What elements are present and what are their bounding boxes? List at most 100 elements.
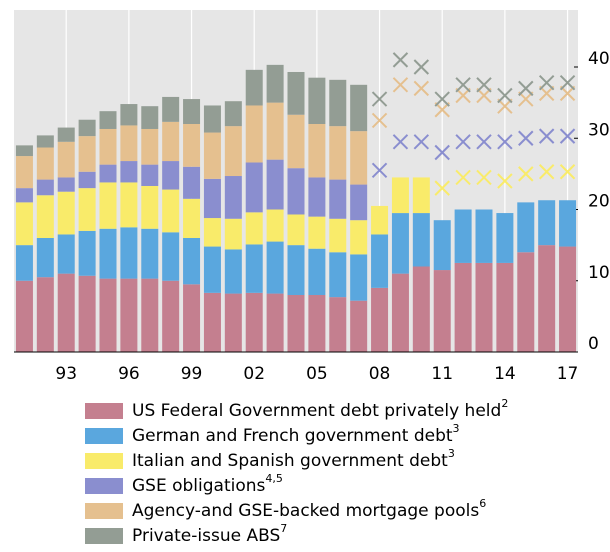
legend-name: Private-issue ABS (132, 526, 280, 546)
bar-segment (15, 156, 33, 189)
cross-marker (497, 87, 513, 104)
legend-name: Italian and Spanish government debt (132, 451, 448, 471)
bar-segment (15, 188, 33, 203)
legend-swatch (85, 403, 123, 419)
legend-label: Private-issue ABS7 (132, 522, 287, 546)
y-tick-label: 10 (588, 263, 610, 283)
bar-segment (350, 300, 368, 352)
cross-marker (538, 164, 555, 180)
bar-segment (350, 131, 368, 185)
bar-segment (203, 292, 221, 352)
x-tick-label: 02 (243, 364, 265, 384)
bar-segment (224, 176, 242, 219)
bar-segment (99, 182, 117, 229)
bar-segment (350, 84, 368, 132)
bar-segment (245, 69, 263, 106)
bar-segment (391, 273, 409, 352)
legend-swatch (85, 528, 123, 544)
bar-segment (538, 245, 556, 352)
bar-segment (141, 185, 159, 229)
bar-segment (141, 278, 159, 352)
y-tick-label: 30 (588, 120, 610, 140)
cross-marker (559, 74, 576, 91)
bar-segment (287, 245, 305, 295)
bar-segment (78, 275, 96, 352)
cross-marker (434, 144, 450, 161)
bar-segment (350, 254, 368, 301)
bar-segment (412, 213, 430, 267)
legend-swatch (85, 503, 123, 519)
bar-segment (203, 178, 221, 219)
legend-footnote: 3 (448, 447, 455, 460)
bar-segment (454, 209, 472, 263)
cross-marker (371, 162, 388, 179)
x-tick-label: 96 (118, 364, 140, 384)
bar-segment (329, 252, 347, 298)
bar-segment (329, 218, 347, 253)
cross-stroke (413, 80, 430, 97)
cross-stroke (455, 77, 471, 93)
bar-segment (36, 179, 54, 196)
cross-stroke (392, 134, 409, 150)
bar-segment (183, 238, 201, 285)
bar-segment (266, 209, 284, 242)
cross-stroke (518, 166, 534, 182)
bar-segment (433, 270, 451, 352)
bar-segment (162, 280, 180, 352)
cross-marker (413, 80, 430, 97)
legend-swatch (85, 453, 123, 469)
cross-stroke (371, 112, 388, 129)
bar-segment (57, 234, 75, 274)
bar-segment (371, 234, 389, 288)
cross-marker (392, 52, 409, 68)
bar-segment (15, 202, 33, 246)
bar-segment (224, 101, 242, 127)
bar-segment (350, 184, 368, 221)
bar-segment (57, 141, 75, 178)
bar-segment (224, 293, 242, 352)
bar-segment (266, 241, 284, 294)
bar-segment (78, 136, 96, 172)
cross-stroke (497, 173, 513, 189)
bar-segment (99, 164, 117, 183)
bar-segment (308, 295, 326, 352)
cross-marker (455, 169, 471, 186)
bar-segment (496, 213, 514, 263)
bar-segment (15, 280, 33, 352)
bar-segment (36, 277, 54, 352)
cross-stroke (413, 134, 430, 150)
x-tick-label: 99 (181, 364, 203, 384)
bar-segment (287, 214, 305, 246)
cross-marker (497, 134, 513, 150)
x-tick-label: 11 (431, 364, 453, 384)
bar-segment (162, 121, 180, 162)
bar-segment (203, 218, 221, 247)
legend-label: US Federal Government debt privately hel… (132, 397, 508, 421)
bar-segment (287, 71, 305, 115)
bar-segment (287, 295, 305, 352)
bar-segment (36, 135, 54, 148)
bar-segment (78, 171, 96, 189)
cross-marker (455, 134, 471, 150)
cross-stroke (455, 169, 471, 186)
cross-marker (518, 130, 534, 146)
bar-segment (245, 105, 263, 163)
bar-segment (203, 132, 221, 179)
bar-segment (287, 168, 305, 215)
cross-marker (538, 74, 555, 91)
bar-segment (245, 162, 263, 213)
bar-segment (329, 179, 347, 219)
bar-segment (203, 246, 221, 293)
bar-segment (36, 238, 54, 278)
cross-stroke (392, 52, 409, 68)
bar-segment (266, 102, 284, 160)
bar-segment (162, 232, 180, 281)
bar-segment (266, 64, 284, 103)
cross-stroke (413, 59, 430, 75)
bar-segment (78, 230, 96, 276)
cross-marker (413, 134, 430, 150)
bar-segment (15, 145, 33, 157)
cross-marker (434, 91, 450, 107)
cross-stroke (497, 134, 513, 150)
bar-segment (559, 200, 577, 247)
